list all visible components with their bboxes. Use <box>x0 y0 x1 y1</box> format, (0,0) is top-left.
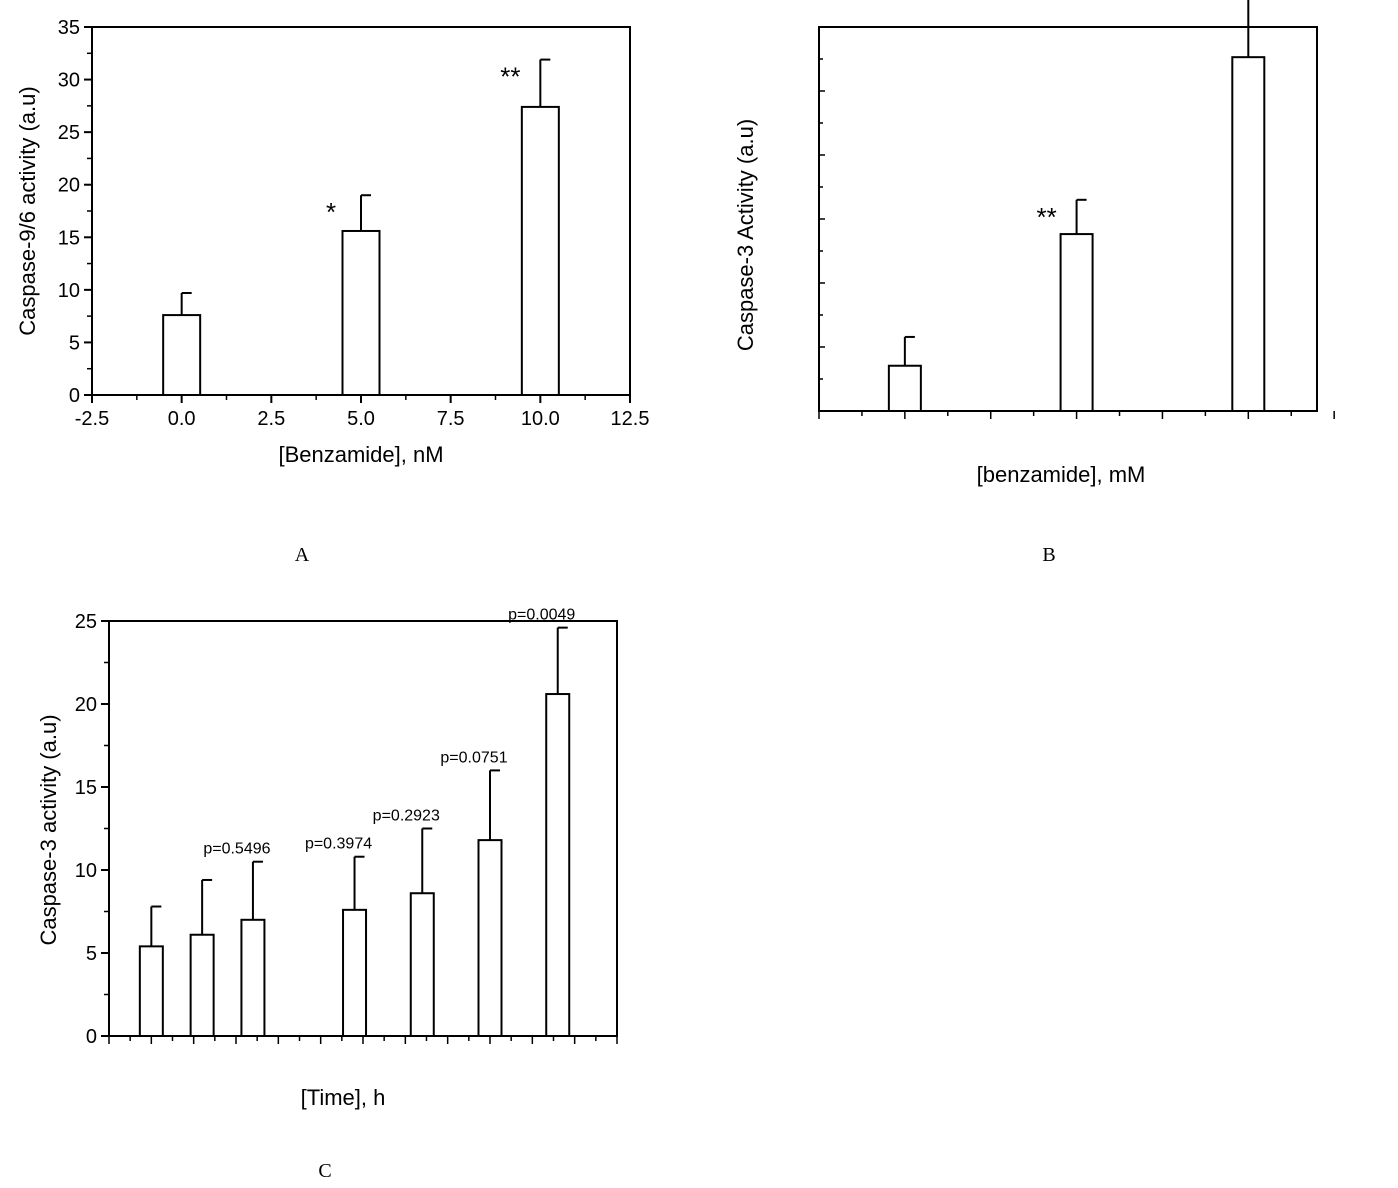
y-tick-label: 30 <box>58 70 80 92</box>
bar <box>887 364 922 412</box>
y-tick-label: 15 <box>75 777 97 799</box>
y-axis-title: Caspase-9/6 activity (a.u) <box>15 86 40 335</box>
y-tick-label: 25 <box>58 122 80 144</box>
bar <box>240 918 266 1037</box>
y-tick-label: 10 <box>58 280 80 302</box>
x-tick-label: -2.5 <box>75 408 109 430</box>
bar <box>1059 233 1094 412</box>
chart-panel-b: ** ** [benzamide], mM Caspase-3 Activity … <box>733 0 1335 566</box>
significance-label: p=0.0049 <box>508 607 575 624</box>
significance-label: p=0.3974 <box>305 836 372 853</box>
y-tick-label: 0 <box>86 1026 97 1048</box>
bar <box>1231 56 1266 413</box>
chart-panel-a: 0 5 10 15 20 25 30 35 -2.5 0.0 2.5 5.0 7.5 10.0 12.5 *… <box>15 17 649 566</box>
significance-label: p=0.2923 <box>373 808 440 825</box>
panel-label-a: A <box>295 544 310 566</box>
significance-label: * <box>326 197 336 227</box>
bar <box>520 105 560 396</box>
y-tick-label: 25 <box>75 611 97 633</box>
bar <box>545 693 571 1037</box>
bar <box>477 839 503 1037</box>
y-tick-label: 10 <box>75 860 97 882</box>
y-tick-label: 15 <box>58 227 80 249</box>
y-tick-label: 0 <box>69 385 80 407</box>
y-tick-label: 20 <box>58 175 80 197</box>
y-axis-title: Caspase-3 Activity (a.u) <box>733 119 758 351</box>
x-tick-label: 0.0 <box>168 408 196 430</box>
significance-label: ** <box>500 62 520 92</box>
significance-label: p=0.5496 <box>203 841 270 858</box>
bar <box>409 892 435 1037</box>
panel-label-c: C <box>318 1160 331 1182</box>
bar <box>189 933 215 1037</box>
x-tick-label: 5.0 <box>347 408 375 430</box>
significance-label: ** <box>1208 0 1228 6</box>
panel-label-b: B <box>1042 544 1055 566</box>
bar <box>162 314 202 396</box>
significance-label: p=0.0751 <box>440 749 507 766</box>
x-axis-title: [Time], h <box>301 1085 386 1110</box>
y-tick-label: 35 <box>58 17 80 39</box>
x-tick-label: 12.5 <box>611 408 650 430</box>
y-axis-title: Caspase-3 activity (a.u) <box>36 714 61 945</box>
x-tick-label: 10.0 <box>521 408 560 430</box>
y-tick-label: 5 <box>86 943 97 965</box>
x-tick-label: 7.5 <box>437 408 465 430</box>
y-tick-label: 5 <box>69 332 80 354</box>
bar <box>342 908 368 1038</box>
bar <box>341 229 381 396</box>
x-axis-title: [benzamide], mM <box>977 462 1146 487</box>
bar <box>138 945 164 1037</box>
x-tick-label: 2.5 <box>257 408 285 430</box>
significance-label: ** <box>1036 202 1056 232</box>
x-axis-title: [Benzamide], nM <box>278 442 443 467</box>
y-tick-label: 20 <box>75 694 97 716</box>
